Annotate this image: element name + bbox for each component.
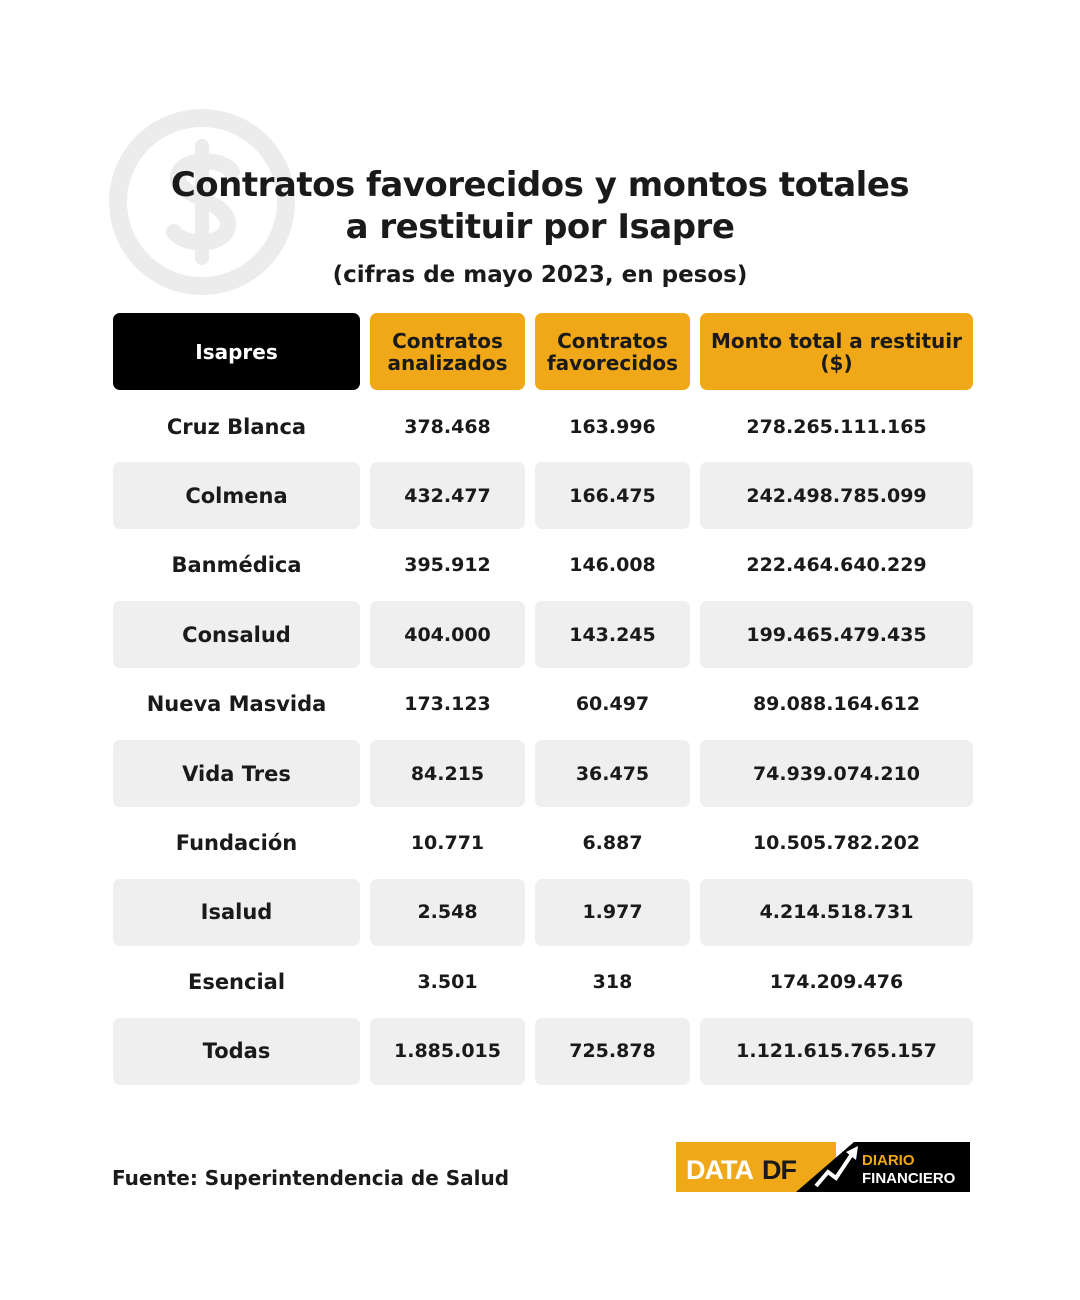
table-cell: 1.977 xyxy=(535,878,690,946)
table-cell: 404.000 xyxy=(370,601,525,669)
column-header-3: Monto total a restituir ($) xyxy=(700,313,973,390)
title-line-1: Contratos favorecidos y montos totales xyxy=(170,165,910,205)
row-label: Colmena xyxy=(113,462,360,530)
source-note: Fuente: Superintendencia de Salud xyxy=(112,1166,510,1190)
logo-brand-line1: DIARIO xyxy=(862,1152,915,1169)
table-cell: 242.498.785.099 xyxy=(700,462,973,530)
row-label: Consalud xyxy=(113,601,360,669)
table-cell: 74.939.074.210 xyxy=(700,740,973,807)
row-label: Cruz Blanca xyxy=(166,414,307,439)
row-label: Vida Tres xyxy=(113,740,360,807)
table-cell: 163.996 xyxy=(569,415,656,438)
table-cell: 166.475 xyxy=(535,462,690,530)
dollar-coin-icon xyxy=(109,109,295,295)
table-cell: 146.008 xyxy=(569,554,656,577)
table-cell: 89.088.164.612 xyxy=(752,693,921,716)
table-cell: 3.501 xyxy=(417,970,478,993)
column-header-0: Isapres xyxy=(113,313,360,390)
table-cell: 395.912 xyxy=(404,554,491,577)
title-line-2: a restituir por Isapre xyxy=(345,207,735,247)
table-cell: 36.475 xyxy=(535,740,690,807)
table-cell: 6.887 xyxy=(582,831,643,854)
table-cell: 174.209.476 xyxy=(769,970,904,993)
table-cell: 84.215 xyxy=(370,740,525,807)
logo-df-text: DF xyxy=(762,1155,796,1185)
row-label: Banmédica xyxy=(171,553,302,578)
table-cell: 10.505.782.202 xyxy=(752,831,921,854)
chart-title: Contratos favorecidos y montos totales a… xyxy=(0,164,1080,248)
table-cell: 378.468 xyxy=(404,415,491,438)
table-cell: 143.245 xyxy=(535,601,690,669)
table-cell: 173.123 xyxy=(404,693,491,716)
table-cell: 1.885.015 xyxy=(370,1017,525,1085)
datadf-logo: DATA DF DIARIO FINANCIERO xyxy=(676,1142,970,1192)
logo-data-text: DATA xyxy=(686,1155,753,1185)
table-cell: 318 xyxy=(592,970,633,993)
table-cell: 10.771 xyxy=(410,831,485,854)
table-cell: 1.121.615.765.157 xyxy=(700,1017,973,1085)
table-cell: 2.548 xyxy=(370,878,525,946)
logo-arrow-icon xyxy=(814,1152,854,1188)
row-label: Esencial xyxy=(187,969,286,994)
row-label: Fundación xyxy=(175,830,298,855)
row-label: Todas xyxy=(113,1017,360,1085)
table-cell: 60.497 xyxy=(575,693,650,716)
table-cell: 278.265.111.165 xyxy=(746,415,927,438)
chart-subtitle: (cifras de mayo 2023, en pesos) xyxy=(332,262,748,288)
logo-brand-line2: FINANCIERO xyxy=(862,1170,956,1187)
table-cell: 222.464.640.229 xyxy=(746,554,927,577)
table-cell: 432.477 xyxy=(370,462,525,530)
row-label: Isalud xyxy=(113,878,360,946)
table-cell: 199.465.479.435 xyxy=(700,601,973,669)
column-header-1: Contratos analizados xyxy=(370,313,525,390)
column-header-2: Contratos favorecidos xyxy=(535,313,690,390)
table-cell: 4.214.518.731 xyxy=(700,878,973,946)
row-label: Nueva Masvida xyxy=(146,692,327,717)
table-cell: 725.878 xyxy=(535,1017,690,1085)
